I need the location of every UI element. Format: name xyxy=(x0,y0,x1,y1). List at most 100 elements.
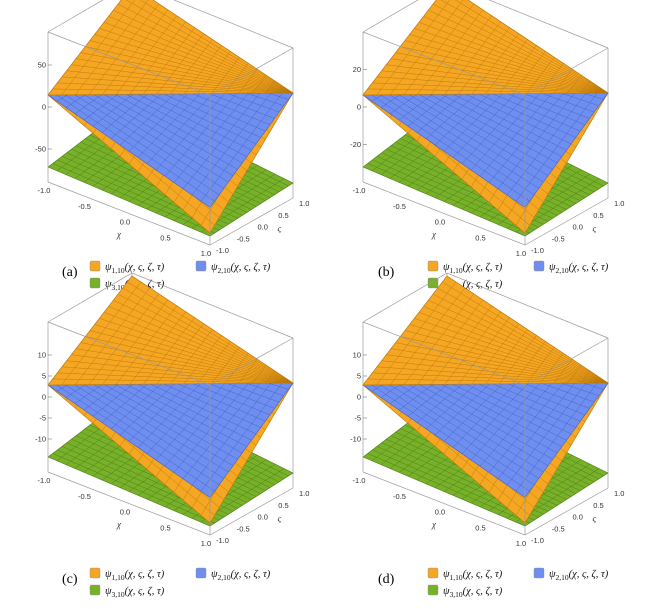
z-tick-label: -20 xyxy=(350,140,361,149)
x-tick-label: 0.5 xyxy=(160,523,170,532)
legend-swatch xyxy=(195,260,207,272)
legend-label: ψ2,10(χ, ς, ζ, τ) xyxy=(549,262,609,275)
panel-label: (c) xyxy=(62,572,78,587)
x-tick-label: -1.0 xyxy=(38,476,51,485)
y-tick-label: 1.0 xyxy=(614,199,624,208)
z-tick-label: 0 xyxy=(357,103,361,112)
z-tick-label: 0 xyxy=(357,393,361,402)
legend-label: ψ3,10(χ, ς, ζ, τ) xyxy=(443,586,503,599)
legend-swatch xyxy=(533,260,545,272)
legend-item: ψ1,10(χ, ς, ζ, τ) xyxy=(89,260,165,275)
legend-swatch xyxy=(89,277,101,289)
legend-label: ψ2,10(χ, ς, ζ, τ) xyxy=(211,569,271,582)
y-tick-label: 0.5 xyxy=(593,211,603,220)
legend-label: ψ2,10(χ, ς, ζ, τ) xyxy=(549,569,609,582)
y-tick-label: -1.0 xyxy=(216,246,229,255)
x-axis-label: χ xyxy=(116,520,122,530)
y-tick-label: 0.0 xyxy=(573,513,583,522)
y-axis-label: ς xyxy=(278,514,282,524)
z-tick-label: 5 xyxy=(42,372,46,381)
y-tick-label: 1.0 xyxy=(299,489,309,498)
x-tick-label: -1.0 xyxy=(353,186,366,195)
legend-label: ψ1,10(χ, ς, ζ, τ) xyxy=(105,569,165,582)
x-tick-label: 1.0 xyxy=(201,539,211,548)
y-tick-label: 0.5 xyxy=(278,211,288,220)
x-axis-label: χ xyxy=(116,230,122,240)
legend-item: ψ2,10(χ, ς, ζ, τ) xyxy=(195,567,271,582)
y-tick-label: 0.5 xyxy=(593,501,603,510)
y-tick-label: -1.0 xyxy=(216,536,229,545)
y-tick-label: 1.0 xyxy=(614,489,624,498)
legend-swatch xyxy=(89,584,101,596)
legend: ψ1,10(χ, ς, ζ, τ) ψ2,10(χ, ς, ζ, τ) ψ3,10(… xyxy=(89,567,271,599)
z-tick-label: -50 xyxy=(35,145,46,154)
x-tick-label: 0.0 xyxy=(435,218,445,227)
y-tick-label: 0.0 xyxy=(258,223,268,232)
y-axis-label: ς xyxy=(278,224,282,234)
surface-psi-1-upper xyxy=(47,275,294,386)
y-tick-label: -1.0 xyxy=(531,536,544,545)
x-tick-label: -0.5 xyxy=(78,202,91,211)
z-tick-label: -10 xyxy=(35,435,46,444)
legend-label: ψ1,10(χ, ς, ζ, τ) xyxy=(443,262,503,275)
z-tick-label: 20 xyxy=(353,65,361,74)
box-bottom-edge xyxy=(362,471,609,536)
x-axis-label: χ xyxy=(431,230,437,240)
legend-label: ψ1,10(χ, ς, ζ, τ) xyxy=(443,569,503,582)
x-tick-label: -1.0 xyxy=(353,476,366,485)
legend-swatch xyxy=(533,567,545,579)
x-tick-label: 1.0 xyxy=(516,539,526,548)
legend-item: ψ1,10(χ, ς, ζ, τ) xyxy=(89,567,165,582)
surface-psi-1-upper xyxy=(47,0,294,96)
x-tick-label: -0.5 xyxy=(393,202,406,211)
z-tick-label: 0 xyxy=(42,393,46,402)
x-tick-label: 1.0 xyxy=(516,249,526,258)
legend-swatch xyxy=(89,260,101,272)
y-tick-label: 0.5 xyxy=(278,501,288,510)
x-tick-label: 0.5 xyxy=(475,523,485,532)
z-tick-label: -5 xyxy=(39,414,46,423)
panel-label: (d) xyxy=(378,572,395,587)
x-tick-label: -0.5 xyxy=(393,492,406,501)
box-bottom-edge xyxy=(47,181,294,246)
y-tick-label: -0.5 xyxy=(552,524,565,533)
z-tick-label: 50 xyxy=(38,61,46,70)
legend-swatch xyxy=(195,567,207,579)
legend-item: ψ3,10(χ, ς, ζ, τ) xyxy=(89,584,165,599)
x-tick-label: -0.5 xyxy=(78,492,91,501)
legend-swatch xyxy=(89,567,101,579)
y-axis-label: ς xyxy=(593,514,597,524)
x-tick-label: 0.5 xyxy=(160,233,170,242)
box-bottom-edge xyxy=(47,471,294,536)
legend-item: ψ3,10(χ, ς, ζ, τ) xyxy=(427,584,503,599)
x-tick-label: 0.5 xyxy=(475,233,485,242)
box-top-back-edge xyxy=(47,0,294,49)
x-tick-label: -1.0 xyxy=(38,186,51,195)
x-axis-label: χ xyxy=(431,520,437,530)
y-tick-label: 0.0 xyxy=(573,223,583,232)
surface-psi-1-upper xyxy=(362,275,609,386)
surface-psi-1-upper xyxy=(362,0,609,96)
panel-label: (b) xyxy=(378,265,395,280)
legend-swatch xyxy=(427,567,439,579)
x-tick-label: 0.0 xyxy=(435,508,445,517)
z-tick-label: 0 xyxy=(42,103,46,112)
x-tick-label: 0.0 xyxy=(120,508,130,517)
z-tick-label: -10 xyxy=(350,435,361,444)
legend-label: ψ1,10(χ, ς, ζ, τ) xyxy=(105,262,165,275)
panel-b: 20 0 -20 -1.0 -0.5 0.0 0.5 1.0 -1.0 -0.5 0.0 0.5 1.0… xyxy=(350,0,624,292)
legend-item: ψ2,10(χ, ς, ζ, τ) xyxy=(533,260,609,275)
x-tick-label: 0.0 xyxy=(120,218,130,227)
y-tick-label: 0.0 xyxy=(258,513,268,522)
legend-item: ψ1,10(χ, ς, ζ, τ) xyxy=(427,567,503,582)
z-tick-label: 10 xyxy=(38,351,46,360)
legend: ψ1,10(χ, ς, ζ, τ)ψ2,10(χ, ς, ζ, τ)ψ3,10(… xyxy=(89,260,271,292)
legend-item: ψ2,10(χ, ς, ζ, τ) xyxy=(195,260,271,275)
legend-swatch xyxy=(427,277,439,289)
y-tick-label: -0.5 xyxy=(237,234,250,243)
legend-label: ψ2,10(χ, ς, ζ, τ) xyxy=(211,262,271,275)
z-tick-label: -5 xyxy=(354,414,361,423)
box-bottom-edge xyxy=(362,181,609,246)
y-tick-label: -1.0 xyxy=(531,246,544,255)
